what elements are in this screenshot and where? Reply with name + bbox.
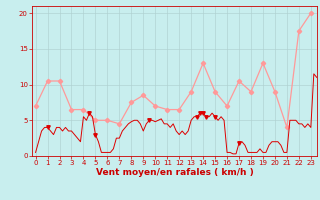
X-axis label: Vent moyen/en rafales ( km/h ): Vent moyen/en rafales ( km/h ) — [96, 168, 253, 177]
